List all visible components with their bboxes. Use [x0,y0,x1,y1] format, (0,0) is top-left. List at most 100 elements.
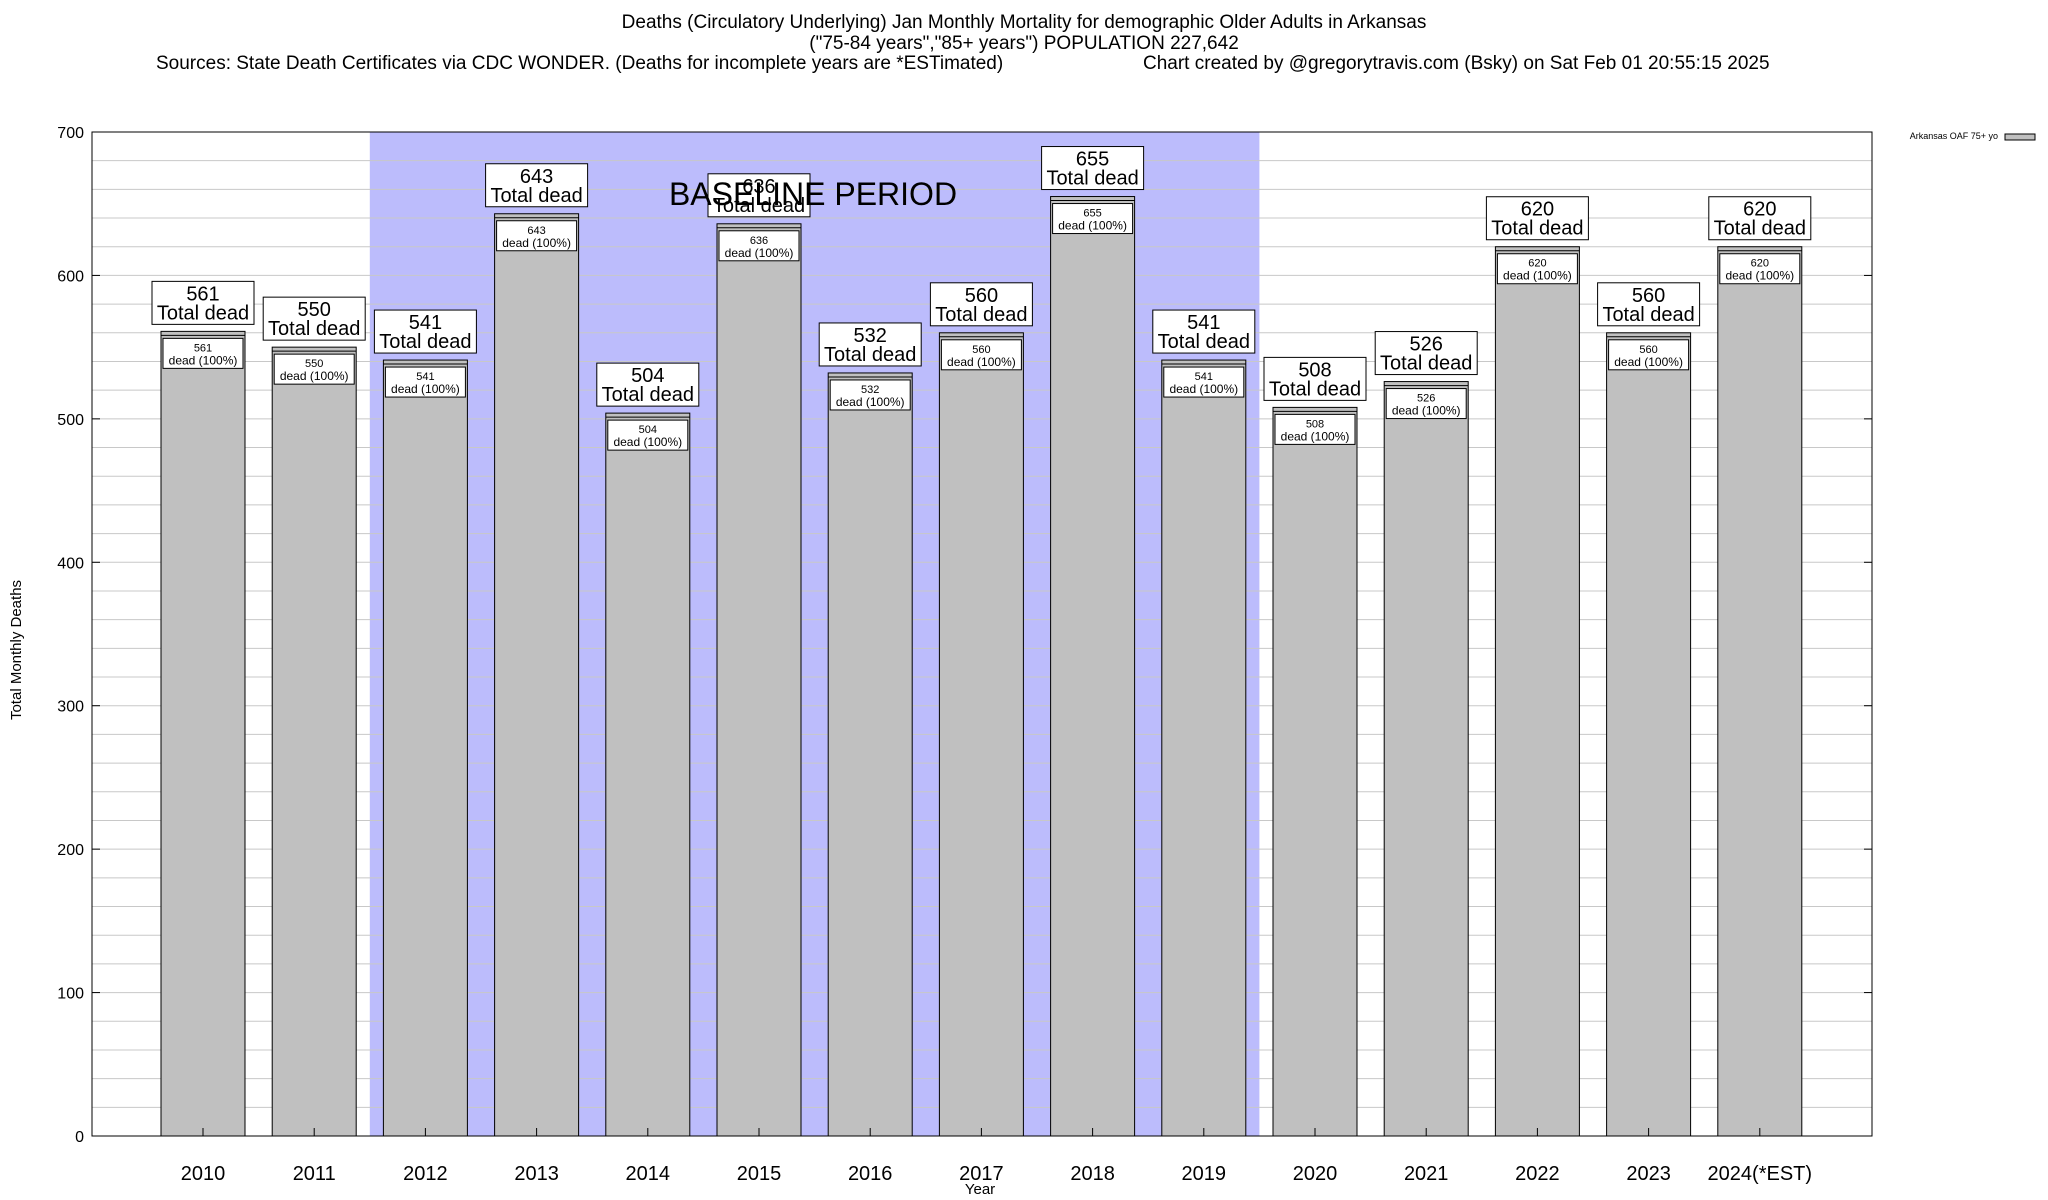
top-label-value: 636 [742,176,775,198]
inner-label-box [496,220,578,252]
bar [160,330,246,1137]
legend: Arkansas OAF 75+ yo [1910,131,2036,141]
top-label-box [596,362,700,407]
top-label-box [707,173,811,218]
inner-label-value: 532 [861,384,879,396]
top-label-suffix: Total dead [713,195,805,217]
inner-label-suffix: dead (100%) [613,435,682,449]
inner-label-box [718,230,800,262]
top-label-suffix: Total dead [602,384,694,406]
inner-label-suffix: dead (100%) [1392,404,1461,418]
top-label-suffix: Total dead [157,302,249,324]
x-tick-label: 2013 [514,1163,559,1185]
top-label-suffix: Total dead [824,344,916,366]
y-tick-label: 600 [57,268,84,285]
top-label-box [1263,356,1367,401]
top-label-box [151,280,255,325]
inner-label-box [1274,413,1356,445]
top-label-value: 532 [854,325,887,347]
bar [605,412,691,1137]
inner-label-value: 636 [750,235,768,247]
x-tick-label: 2014 [626,1163,671,1185]
y-tick-label: 400 [57,555,84,572]
y-tick-label: 200 [57,842,84,859]
bar [1606,332,1692,1137]
inner-label-box [273,353,355,385]
top-label-suffix: Total dead [1380,353,1472,375]
legend-swatch [2004,133,2036,141]
inner-label-suffix: dead (100%) [947,355,1016,369]
bar [1050,196,1136,1137]
x-tick-label: 2011 [293,1163,336,1185]
inner-label-suffix: dead (100%) [1503,269,1572,283]
bar [827,372,913,1137]
inner-label-suffix: dead (100%) [836,395,905,409]
bar [1272,406,1358,1137]
x-tick-label: 2010 [181,1163,226,1185]
top-label-box [1041,146,1145,191]
axis-layer: 0 100 200 300 400 500 600 700 2010 2011 2012 2013 20… [57,125,1873,1185]
inner-label-box [829,379,911,411]
bar [382,359,468,1137]
chart-title-line2: ("75-84 years","85+ years") POPULATION 2… [809,33,1239,54]
inner-label-suffix: dead (100%) [725,246,794,260]
inner-label-suffix: dead (100%) [1058,219,1127,233]
inner-label-box [607,419,689,451]
inner-label-value: 526 [1417,393,1435,405]
inner-label-value: 561 [194,342,212,354]
x-tick-label: 2024(*EST) [1708,1163,1813,1185]
bar [271,346,357,1137]
inner-label-value: 560 [1639,344,1657,356]
inner-label-value: 620 [1751,258,1769,270]
y-tick-label: 500 [57,412,84,429]
inner-label-value: 508 [1306,418,1324,430]
inner-label-suffix: dead (100%) [391,382,460,396]
top-label-value: 550 [298,299,331,321]
x-tick-label: 2023 [1626,1163,1671,1185]
bar [1383,381,1469,1137]
chart-credit: Chart created by @gregorytravis.com (Bsk… [1143,53,1770,74]
top-label-value: 504 [631,365,664,387]
top-label-value: 526 [1410,334,1443,356]
top-label-box [1597,282,1701,327]
inner-label-value: 620 [1528,258,1546,270]
inner-label-box [384,366,466,398]
top-label-box [1374,331,1478,376]
inner-label-box [1163,366,1245,398]
bar [938,332,1024,1137]
x-tick-label: 2022 [1515,1163,1560,1185]
x-tick-label: 2016 [848,1163,893,1185]
inner-label-box [1385,388,1467,420]
bars-layer [160,196,1803,1137]
x-tick-label: 2020 [1293,1163,1338,1185]
inner-label-value: 541 [416,371,434,383]
baseline-period-label: BASELINE PERIOD [669,176,957,212]
top-label-value: 541 [409,312,442,334]
top-label-box [373,309,477,354]
inner-label-box [1052,203,1134,235]
inner-label-suffix: dead (100%) [1725,269,1794,283]
bar [494,213,580,1137]
inner-label-value: 541 [1195,371,1213,383]
top-label-value: 655 [1076,149,1109,171]
top-label-suffix: Total dead [1602,304,1694,326]
inner-label-value: 504 [639,424,657,436]
inner-label-value: 560 [972,344,990,356]
inner-label-box [1608,339,1690,371]
inner-label-suffix: dead (100%) [1169,382,1238,396]
top-label-value: 508 [1298,359,1331,381]
top-label-suffix: Total dead [935,304,1027,326]
inner-label-suffix: dead (100%) [1614,355,1683,369]
inner-label-suffix: dead (100%) [502,236,571,250]
x-tick-label: 2021 [1404,1163,1449,1185]
x-tick-label: 2019 [1182,1163,1227,1185]
inner-label-suffix: dead (100%) [280,369,349,383]
top-label-value: 620 [1743,199,1776,221]
top-label-suffix: Total dead [268,318,360,340]
plot-frame [91,131,1873,1137]
legend-label: Arkansas OAF 75+ yo [1910,131,1998,141]
x-tick-label: 2015 [737,1163,782,1185]
bar [1161,359,1247,1137]
